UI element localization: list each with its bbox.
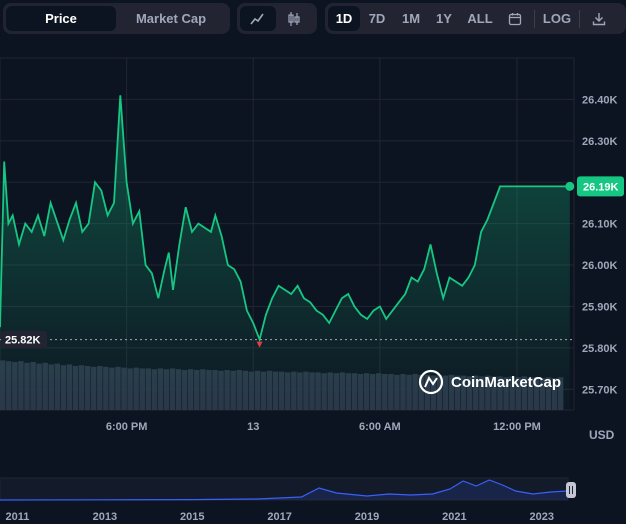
time-navigator[interactable]: 2011 2013 2015 2017 2019 2021 2023 bbox=[0, 477, 576, 523]
x-tick-label: 12:00 PM bbox=[493, 421, 541, 433]
current-price-badge bbox=[577, 176, 624, 197]
navigator-area bbox=[0, 480, 568, 500]
toolbar-divider bbox=[579, 9, 580, 28]
navigator-tick-label: 2011 bbox=[6, 511, 30, 523]
y-tick-label: 25.80K bbox=[582, 343, 618, 355]
y-tick-label: 26.30K bbox=[582, 136, 618, 148]
current-price-label: 26.19K bbox=[565, 176, 624, 197]
tab-price[interactable]: Price bbox=[6, 6, 116, 31]
y-tick-label: 26.10K bbox=[582, 219, 618, 231]
x-tick-label: 6:00 PM bbox=[106, 421, 148, 433]
calendar-icon bbox=[508, 12, 522, 25]
x-axis: 6:00 PM 13 6:00 AM 12:00 PM bbox=[106, 421, 541, 433]
range-1d-button[interactable]: 1D bbox=[328, 6, 360, 31]
navigator-tick-label: 2023 bbox=[530, 511, 554, 523]
download-button[interactable] bbox=[584, 6, 614, 31]
navigator-tick-label: 2021 bbox=[442, 511, 466, 523]
chart-type-toggle bbox=[237, 3, 317, 34]
navigator-handle[interactable] bbox=[566, 482, 576, 498]
low-marker bbox=[256, 341, 263, 348]
log-scale-button[interactable]: LOG bbox=[542, 11, 572, 26]
min-price-label: 25.82K bbox=[1, 330, 263, 349]
current-price-text: 26.19K bbox=[583, 181, 619, 193]
line-chart-icon bbox=[250, 13, 264, 24]
min-price-badge bbox=[1, 330, 47, 349]
y-tick-label: 25.90K bbox=[582, 301, 618, 313]
y-axis: 26.40K26.30K26.20K26.10K26.00K25.90K25.8… bbox=[582, 94, 618, 396]
navigator-tick-label: 2015 bbox=[180, 511, 204, 523]
watermark-text: CoinMarketCap bbox=[451, 374, 561, 391]
y-tick-label: 26.00K bbox=[582, 260, 618, 272]
coinmarketcap-watermark: CoinMarketCap bbox=[418, 369, 561, 395]
line-chart-button[interactable] bbox=[240, 6, 276, 31]
tab-market-cap[interactable]: Market Cap bbox=[135, 11, 207, 26]
toolbar-divider bbox=[534, 9, 535, 28]
min-price-text: 25.82K bbox=[5, 335, 41, 347]
range-toolbar: 1D 7D 1M 1Y ALL LOG bbox=[325, 3, 626, 34]
navigator-tick-label: 2013 bbox=[93, 511, 117, 523]
current-price-dot bbox=[565, 181, 575, 191]
range-7d-button[interactable]: 7D bbox=[368, 11, 386, 26]
price-area bbox=[0, 95, 570, 411]
calendar-button[interactable] bbox=[500, 6, 530, 31]
price-line bbox=[0, 95, 570, 343]
range-all-button[interactable]: ALL bbox=[467, 11, 493, 26]
download-icon bbox=[592, 12, 606, 25]
range-1m-button[interactable]: 1M bbox=[401, 11, 421, 26]
y-tick-label: 25.70K bbox=[582, 384, 618, 396]
y-tick-label: 26.40K bbox=[582, 94, 618, 106]
metric-toggle: Price Market Cap bbox=[3, 3, 230, 34]
range-1y-button[interactable]: 1Y bbox=[436, 11, 452, 26]
x-tick-label: 13 bbox=[247, 421, 259, 433]
candlestick-icon bbox=[288, 11, 300, 26]
x-tick-label: 6:00 AM bbox=[359, 421, 401, 433]
candlestick-button[interactable] bbox=[276, 6, 312, 31]
navigator-line bbox=[0, 479, 569, 501]
navigator-tick-label: 2017 bbox=[267, 511, 291, 523]
navigator-tick-label: 2019 bbox=[355, 511, 379, 523]
currency-label: USD bbox=[589, 428, 615, 442]
